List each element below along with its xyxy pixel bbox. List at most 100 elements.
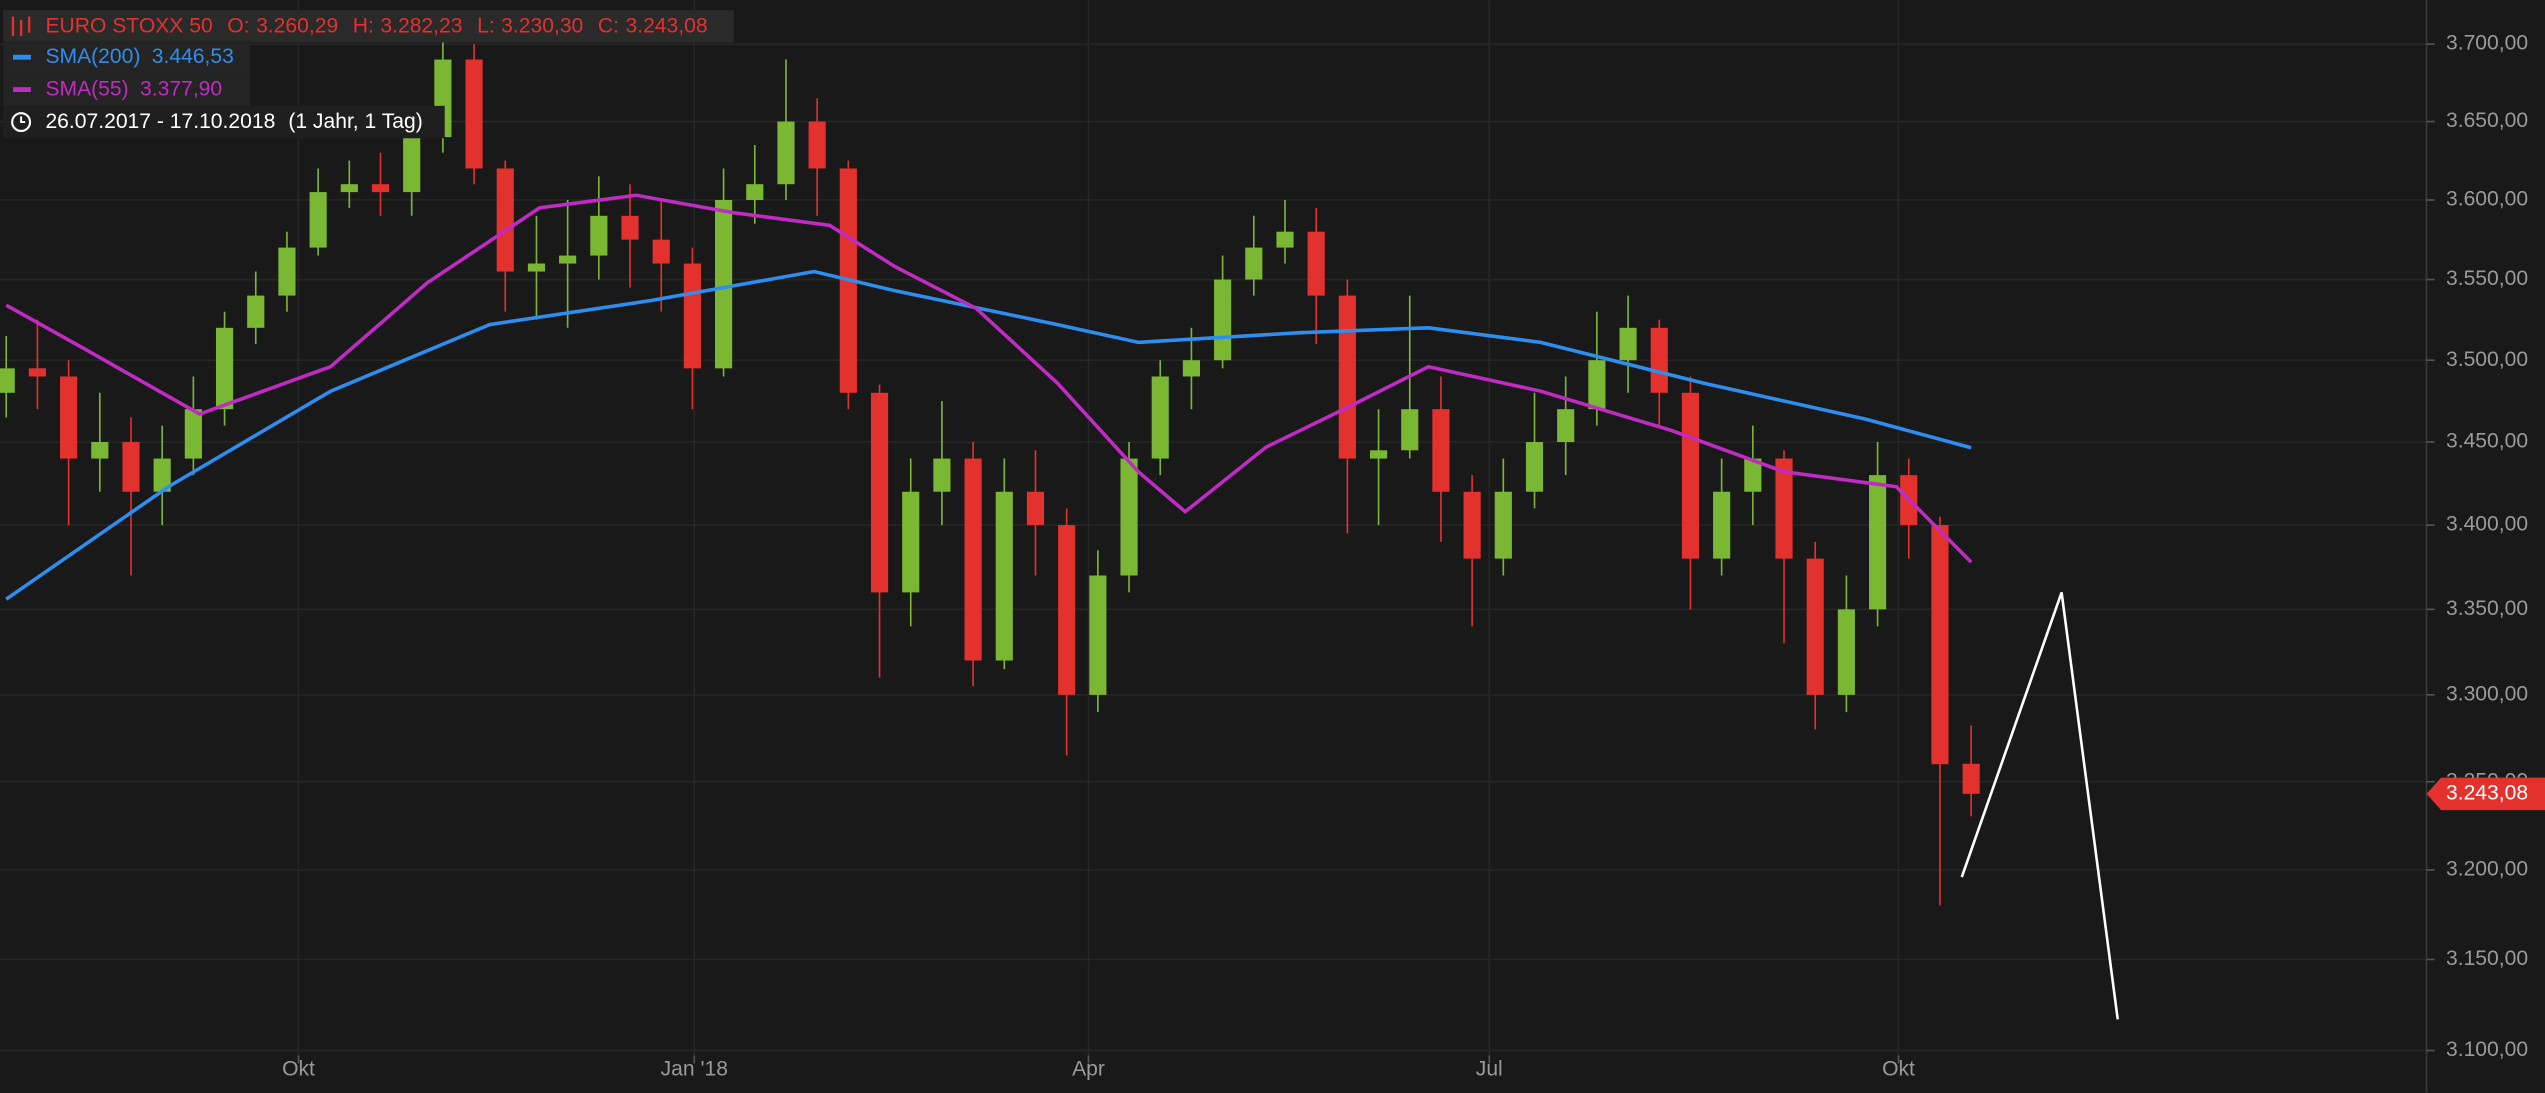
clock-icon — [11, 112, 32, 133]
ohlc-key: L: — [477, 14, 495, 37]
date-range: 26.07.2017 - 17.10.2018 — [45, 110, 275, 133]
candle-body — [1931, 525, 1949, 765]
candle-body — [715, 199, 733, 369]
candle-body — [1120, 458, 1138, 576]
candle-body — [60, 376, 78, 459]
candle-body — [1837, 609, 1855, 695]
x-tick-label: Okt — [1882, 1058, 1915, 1081]
candle-body — [621, 215, 639, 240]
y-tick-label: 3.450,00 — [2446, 430, 2528, 453]
clock-hand — [20, 116, 26, 124]
ohlc-value: 3.230,30 — [501, 14, 583, 37]
candle-body — [1775, 458, 1793, 559]
candle-body — [496, 168, 514, 272]
legend: EURO STOXX 50 O: 3.260,29 H: 3.282,23 L: 3.230… — [3, 10, 734, 139]
candle-body — [1058, 525, 1076, 695]
candle-body — [1806, 558, 1824, 695]
candle-body — [1089, 575, 1107, 695]
candle-body — [184, 409, 202, 459]
instrument: EURO STOXX 50 — [45, 14, 212, 37]
candle-body — [995, 491, 1013, 661]
candle-body — [652, 239, 670, 264]
candle-body — [153, 458, 171, 492]
candle-body — [1026, 491, 1045, 526]
candle-body — [1650, 327, 1668, 393]
candle-body — [309, 192, 327, 248]
ohlc-key: H: — [353, 14, 374, 37]
candle-body — [1713, 491, 1731, 559]
period: (1 Jahr, 1 Tag) — [288, 110, 422, 133]
ohlc-value: 3.260,29 — [256, 14, 338, 37]
candle-body — [1619, 327, 1637, 361]
ohlc-legend: EURO STOXX 50 O: 3.260,29 H: 3.282,23 L: 3.230… — [45, 14, 707, 37]
candle-body — [777, 121, 795, 185]
legend-value: 3.446,53 — [152, 45, 234, 68]
candle-body — [559, 255, 577, 264]
x-tick-label: Jul — [1476, 1058, 1503, 1081]
y-tick-label: 3.300,00 — [2446, 682, 2528, 705]
candle-body — [683, 263, 701, 369]
candle-body — [278, 247, 296, 296]
candle-body — [1525, 442, 1544, 492]
last-price-tag — [2426, 777, 2545, 811]
candle-body — [933, 458, 951, 492]
candle-body — [746, 184, 764, 200]
candle-body — [247, 295, 265, 328]
axes: 3.100,003.150,003.200,003.250,003.300,00… — [282, 32, 2545, 1081]
candle-body — [1744, 458, 1762, 492]
candle-body — [465, 59, 483, 169]
legend-name: SMA(55) — [45, 77, 128, 100]
candle-body — [590, 215, 608, 256]
candle-body — [1245, 247, 1263, 280]
ohlc-key: O: — [227, 14, 249, 37]
candle-body — [403, 137, 421, 193]
candle-icon — [11, 16, 31, 37]
x-tick-label: Okt — [282, 1058, 315, 1081]
sma-line — [5, 193, 1973, 564]
candle-body — [1681, 392, 1700, 559]
y-tick-label: 3.150,00 — [2446, 947, 2528, 970]
y-tick-label: 3.650,00 — [2446, 109, 2528, 132]
candle-body — [1588, 360, 1606, 410]
candle-body — [1276, 231, 1294, 248]
candle-body — [1338, 295, 1356, 459]
candle-body — [1401, 409, 1419, 451]
candle-body — [1494, 491, 1512, 559]
candle-body — [371, 184, 390, 193]
candle-body — [1463, 491, 1481, 559]
ohlc-value: 3.243,08 — [625, 14, 707, 37]
candle-body — [1557, 409, 1575, 443]
candle-body — [902, 491, 920, 593]
candle-body — [28, 368, 47, 377]
candle-body — [0, 368, 15, 393]
candle-body — [215, 327, 234, 410]
y-tick-label: 3.550,00 — [2446, 267, 2528, 290]
y-tick-label: 3.100,00 — [2446, 1038, 2528, 1061]
y-tick-label: 3.350,00 — [2446, 597, 2528, 620]
candle-body — [808, 121, 826, 169]
sma-line — [5, 269, 1972, 601]
range: 26.07.2017 - 17.10.2018 (1 Jahr, 1 Tag) — [45, 110, 422, 133]
legend-entry: SMA(200) 3.446,53 — [45, 45, 233, 68]
legend-box — [3, 40, 250, 74]
candle-body — [1214, 279, 1232, 361]
ohlc-key: C: — [598, 14, 619, 37]
x-tick-label: Jan '18 — [661, 1058, 728, 1081]
drawing-line — [1960, 591, 2120, 1020]
legend-name: SMA(200) — [45, 45, 140, 68]
y-tick-label: 3.400,00 — [2446, 513, 2528, 536]
candle-body — [1182, 360, 1201, 377]
legend-box — [3, 10, 734, 43]
legend-entry: SMA(55) 3.377,90 — [45, 77, 222, 100]
candle-body — [1869, 475, 1887, 610]
y-tick-label: 3.500,00 — [2446, 348, 2528, 371]
y-tick-label: 3.700,00 — [2446, 32, 2528, 55]
overlay-legend: SMA(200) 3.446,53 SMA(55) 3.377,90 — [3, 40, 250, 106]
last-price-label: 3.243,08 — [2446, 781, 2528, 804]
ohlc-value: 3.282,23 — [380, 14, 462, 37]
legend-box — [3, 105, 445, 139]
x-tick-label: Apr — [1072, 1058, 1105, 1081]
candle-body — [1151, 376, 1169, 459]
